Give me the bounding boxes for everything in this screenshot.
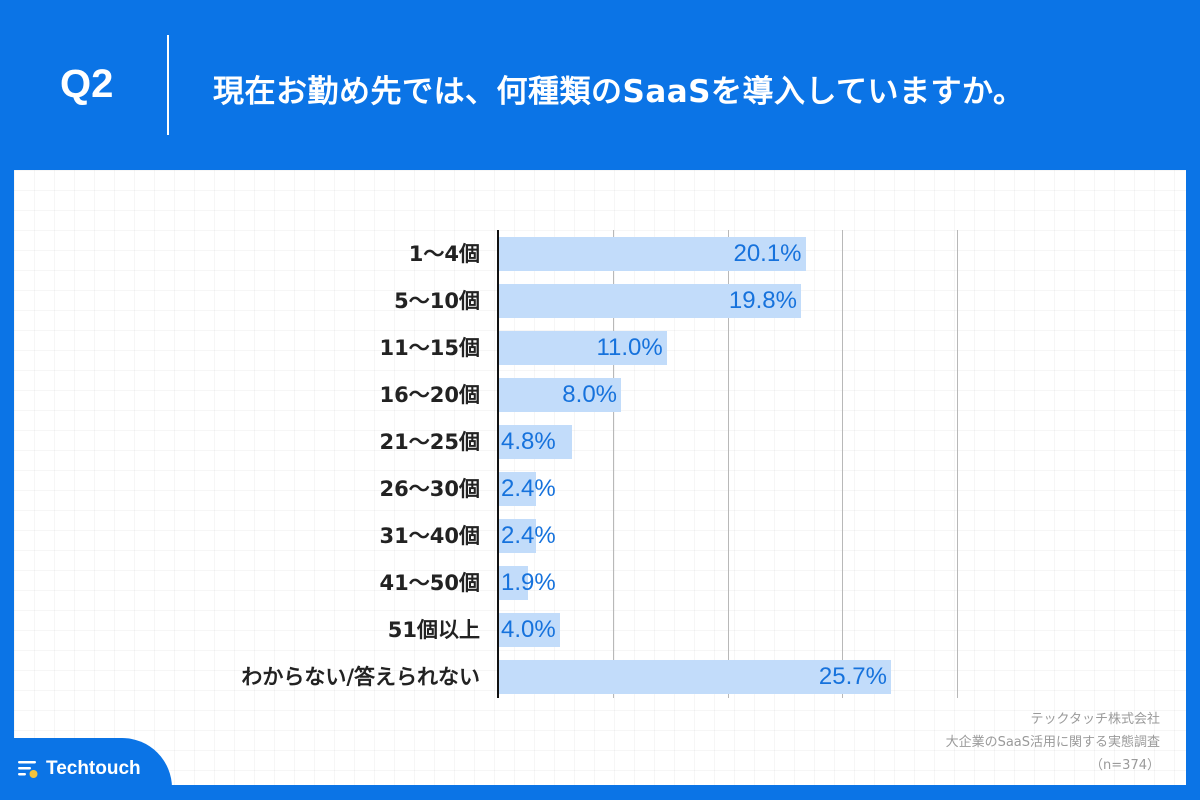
value-label: 1.9% [501,569,556,596]
category-label: 41〜50個 [379,571,480,595]
bar [499,613,560,647]
bar [499,331,667,365]
header-divider [167,35,169,135]
gridline [842,230,844,698]
logo-text: Techtouch [46,758,141,779]
category-label: 26〜30個 [379,477,480,501]
category-label: 51個以上 [387,618,480,642]
source-company: テックタッチ株式会社 [1030,712,1160,727]
y-axis-line [497,230,499,698]
category-label: わからない/答えられない [241,665,480,689]
bar [499,284,801,318]
value-label: 2.4% [501,522,556,549]
source-sample-size: （n=374） [1090,758,1160,773]
source-survey: 大企業のSaaS活用に関する実態調査 [945,735,1160,750]
header: Q2 現在お勤め先では、何種類のSaaSを導入していますか。 [0,0,1200,170]
bar [499,566,528,600]
value-label: 2.4% [501,475,556,502]
value-label: 19.8% [728,287,797,314]
category-label: 31〜40個 [379,524,480,548]
bar [499,519,536,553]
category-label: 11〜15個 [379,336,480,360]
value-label: 11.0% [596,334,663,361]
question-number: Q2 [60,62,114,106]
category-label: 21〜25個 [379,430,480,454]
value-label: 25.7% [818,663,887,690]
gridline [727,230,729,698]
source-note: テックタッチ株式会社 大企業のSaaS活用に関する実態調査 （n=374） [946,708,1160,777]
bar [499,378,621,412]
category-label: 16〜20個 [379,383,480,407]
bar [499,472,536,506]
techtouch-logo-icon [18,761,38,778]
value-label: 20.1% [733,240,802,267]
category-label: 1〜4個 [408,242,480,266]
gridline [956,230,958,698]
value-label: 4.8% [501,428,556,455]
category-label: 5〜10個 [394,289,480,313]
value-label: 4.0% [501,616,556,643]
bar [499,425,573,459]
techtouch-logo: Techtouch [18,758,141,780]
value-label: 8.0% [562,381,617,408]
bar [499,660,891,694]
bar [499,237,806,271]
question-title: 現在お勤め先では、何種類のSaaSを導入していますか。 [213,74,1025,110]
gridline [613,230,615,698]
